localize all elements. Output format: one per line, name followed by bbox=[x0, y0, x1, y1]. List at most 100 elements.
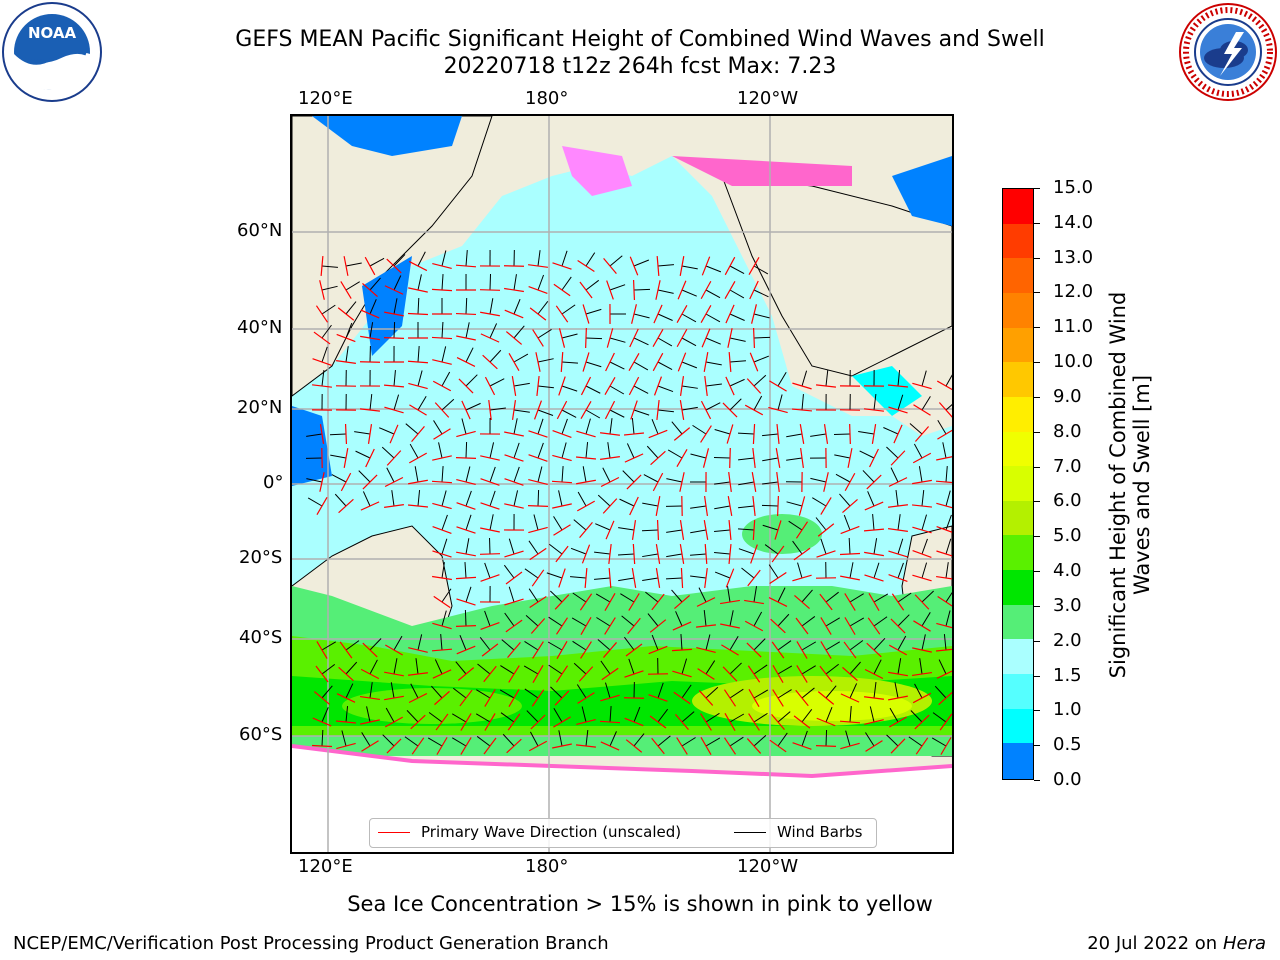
wave-direction-arrow bbox=[793, 715, 811, 729]
wind-barb bbox=[834, 454, 851, 459]
wind-barb bbox=[727, 586, 731, 603]
wind-barb bbox=[345, 640, 360, 651]
wave-direction-arrow bbox=[504, 454, 524, 462]
wind-barb bbox=[546, 572, 563, 579]
wave-direction-arrow bbox=[360, 335, 380, 341]
wave-direction-arrow bbox=[384, 311, 404, 317]
wave-direction-arrow bbox=[578, 666, 594, 682]
wind-barb bbox=[753, 355, 770, 363]
wave-direction-arrow bbox=[456, 502, 476, 510]
wave-direction-arrow bbox=[511, 400, 517, 420]
wave-direction-arrow bbox=[604, 377, 616, 395]
wave-direction-arrow bbox=[820, 497, 832, 515]
wave-direction-arrow bbox=[747, 665, 761, 683]
wind-barb bbox=[393, 635, 403, 651]
wave-direction-arrow bbox=[676, 449, 688, 467]
wind-barb bbox=[714, 505, 731, 510]
lat-label: 40°S bbox=[239, 627, 283, 648]
wind-barb bbox=[501, 639, 515, 651]
wave-direction-arrow bbox=[316, 497, 328, 515]
wind-barb bbox=[393, 394, 400, 411]
wave-direction-arrow bbox=[484, 713, 496, 731]
wave-direction-arrow bbox=[935, 480, 952, 484]
wind-barb bbox=[369, 638, 382, 651]
wind-barb bbox=[369, 277, 381, 291]
lon-label-bottom: 180° bbox=[525, 856, 569, 877]
wave-direction-arrow bbox=[842, 498, 858, 514]
wind-barb bbox=[585, 730, 589, 747]
wave-direction-arrow bbox=[585, 327, 587, 349]
wave-direction-arrow bbox=[698, 690, 714, 706]
wind-barb bbox=[369, 394, 373, 411]
wind-barb bbox=[537, 301, 549, 315]
wind-barb bbox=[657, 264, 674, 267]
wind-barb bbox=[441, 398, 455, 411]
lat-label: 60°S bbox=[239, 724, 283, 745]
wave-direction-arrow bbox=[888, 644, 908, 656]
legend-wind-barbs: Wind Barbs bbox=[777, 823, 863, 841]
wave-direction-arrow bbox=[319, 280, 325, 300]
wind-barb bbox=[607, 442, 611, 459]
wind-barb bbox=[883, 427, 899, 435]
wind-barb bbox=[705, 337, 721, 345]
wind-barb bbox=[524, 640, 539, 651]
wind-barb bbox=[561, 442, 567, 459]
colorbar-tick-mark bbox=[1034, 501, 1040, 503]
wave-direction-arrow bbox=[864, 696, 884, 700]
wave-direction-arrow bbox=[558, 328, 566, 348]
wind-barb bbox=[801, 641, 817, 651]
wind-barb bbox=[366, 706, 371, 723]
wind-barb bbox=[797, 562, 803, 579]
wind-barb bbox=[801, 687, 815, 699]
wave-direction-arrow bbox=[727, 496, 733, 516]
wave-direction-arrow bbox=[531, 689, 545, 707]
wave-direction-arrow bbox=[937, 429, 952, 440]
wind-barb bbox=[657, 385, 674, 393]
wind-barb bbox=[889, 707, 899, 723]
wave-direction-arrow bbox=[652, 329, 664, 347]
wave-direction-arrow bbox=[728, 519, 732, 541]
wind-barb bbox=[729, 662, 742, 675]
wind-barb bbox=[570, 547, 587, 555]
colorbar-tick-label: 9.0 bbox=[1053, 385, 1082, 407]
wave-direction-arrow bbox=[411, 425, 425, 443]
wind-barb bbox=[690, 529, 707, 534]
wind-barb bbox=[633, 313, 650, 319]
wind-barb bbox=[561, 361, 578, 364]
wind-barb bbox=[537, 409, 554, 416]
wind-barb bbox=[839, 493, 851, 507]
wave-direction-arrow bbox=[553, 524, 571, 536]
wave-direction-arrow bbox=[702, 448, 710, 468]
wind-barb bbox=[321, 265, 338, 268]
wave-direction-arrow bbox=[777, 495, 779, 517]
wave-direction-arrow bbox=[936, 526, 952, 533]
wave-direction-arrow bbox=[940, 737, 952, 755]
wave-direction-arrow bbox=[435, 713, 449, 731]
wave-direction-arrow bbox=[604, 617, 616, 635]
wave-direction-arrow bbox=[480, 478, 500, 486]
wave-direction-arrow bbox=[651, 737, 665, 755]
wave-direction-arrow bbox=[720, 623, 740, 629]
wave-direction-arrow bbox=[582, 352, 590, 372]
wave-direction-arrow bbox=[483, 665, 497, 683]
wind-barb bbox=[825, 663, 839, 675]
wind-barb bbox=[465, 402, 481, 411]
wind-barb bbox=[404, 736, 419, 747]
wave-direction-arrow bbox=[866, 474, 882, 490]
lat-label: 0° bbox=[263, 472, 284, 493]
wave-direction-arrow bbox=[936, 622, 952, 629]
wave-direction-arrow bbox=[697, 668, 715, 680]
wind-barb bbox=[645, 591, 659, 603]
wind-barb bbox=[548, 664, 563, 675]
wave-direction-arrow bbox=[725, 304, 735, 324]
wave-direction-arrow bbox=[626, 474, 642, 490]
wave-direction-arrow bbox=[553, 716, 571, 728]
map-title: GEFS MEAN Pacific Significant Height of … bbox=[235, 27, 1045, 52]
wind-barb bbox=[873, 538, 878, 555]
wind-barb bbox=[321, 370, 325, 387]
wave-direction-arrow bbox=[671, 648, 693, 652]
colorbar-segment bbox=[1003, 189, 1033, 225]
wave-direction-arrow bbox=[407, 504, 429, 508]
wave-direction-arrow bbox=[890, 618, 906, 634]
wind-barb bbox=[690, 505, 707, 509]
